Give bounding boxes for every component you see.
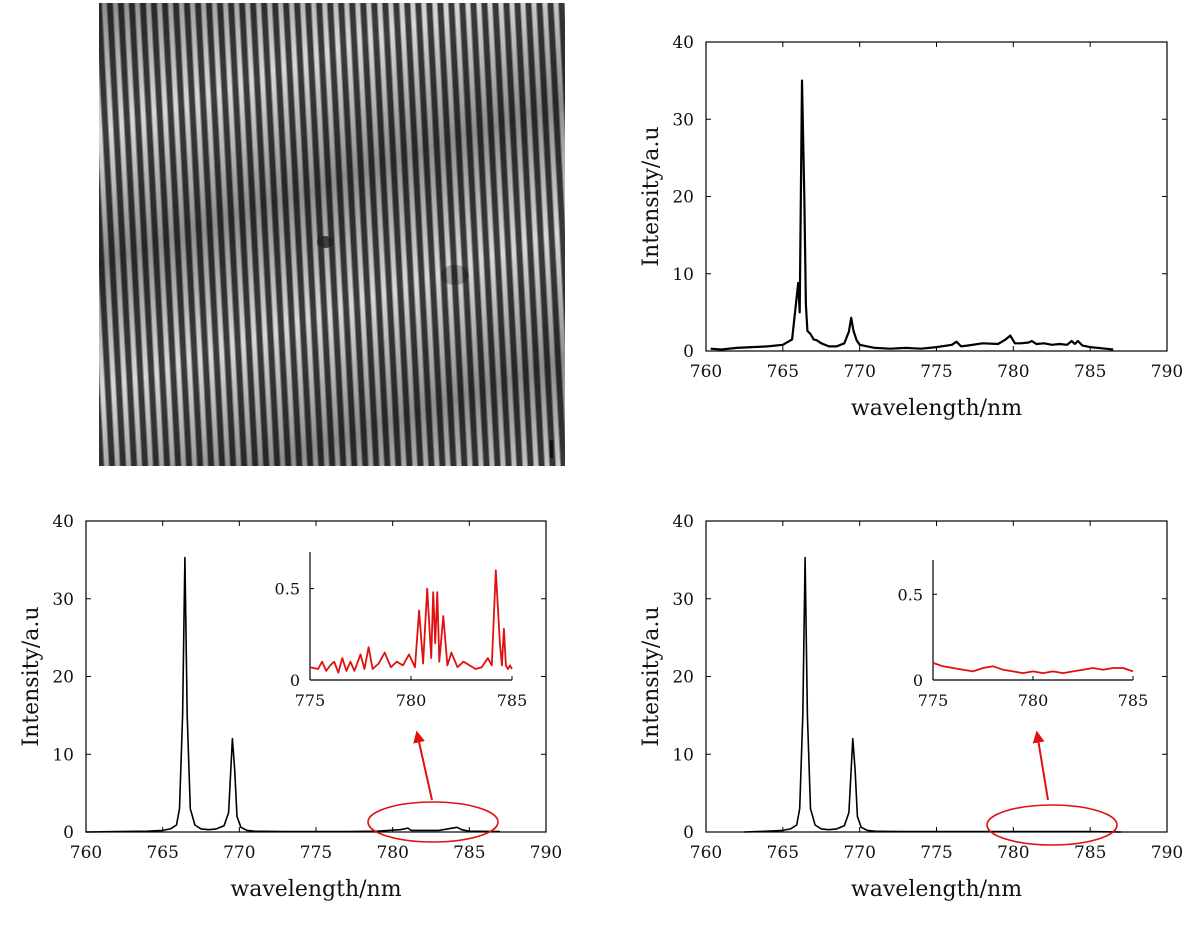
y-tick-label: 0 bbox=[683, 823, 694, 843]
chart-top-right: 760 765 770 775 780 785 790 0 10 20 30 40 wavelength… bbox=[639, 33, 1183, 421]
spectrum-line bbox=[710, 79, 1114, 351]
x-tick-label: 770 bbox=[843, 362, 875, 382]
inset-y-tick-label: 0.5 bbox=[275, 580, 300, 599]
x-tick-label: 760 bbox=[690, 362, 722, 382]
x-tick-label: 790 bbox=[1151, 843, 1183, 863]
x-tick-label: 780 bbox=[997, 843, 1029, 863]
spectrum-line bbox=[744, 556, 1121, 833]
plot-frame bbox=[85, 520, 547, 833]
inset-y-tick-label: 0 bbox=[290, 671, 300, 690]
inset-plot: 0 0.5 775 780 785 bbox=[898, 560, 1149, 710]
inset-x-tick-label: 780 bbox=[1018, 691, 1049, 710]
y-tick-label: 0 bbox=[683, 342, 694, 362]
annotation-arrow bbox=[413, 730, 433, 801]
chart-bottom-left: 760 765 770 775 780 785 790 0 10 20 30 40 wavelength… bbox=[19, 512, 562, 902]
inset-x-tick-label: 775 bbox=[295, 691, 326, 710]
y-tick-label: 30 bbox=[672, 110, 694, 130]
inset-spectrum-line bbox=[932, 662, 1134, 674]
inset-y-tick-label: 0.5 bbox=[898, 585, 923, 604]
y-axis-title: Intensity/a.u bbox=[639, 126, 664, 266]
x-tick-label: 780 bbox=[376, 843, 408, 863]
inset-x-tick-label: 785 bbox=[1118, 691, 1149, 710]
plot-frame bbox=[705, 41, 1168, 352]
y-tick-label: 20 bbox=[52, 668, 74, 688]
y-tick-label: 40 bbox=[52, 512, 74, 532]
inset-y-tick-label: 0 bbox=[913, 671, 923, 690]
inset-spectrum-line bbox=[309, 569, 513, 674]
inset-plot: 0 0.5 775 780 785 bbox=[275, 552, 528, 710]
y-tick-label: 40 bbox=[672, 33, 694, 53]
x-tick-label: 785 bbox=[453, 843, 485, 863]
x-tick-label: 775 bbox=[920, 362, 952, 382]
y-tick-label: 30 bbox=[52, 590, 74, 610]
y-tick-label: 0 bbox=[63, 823, 74, 843]
x-axis-title: wavelength/nm bbox=[851, 877, 1022, 902]
y-tick-label: 30 bbox=[672, 590, 694, 610]
x-tick-label: 770 bbox=[223, 843, 255, 863]
plot-frame bbox=[705, 520, 1168, 833]
spectrum-line bbox=[85, 556, 501, 833]
x-tick-label: 760 bbox=[690, 843, 722, 863]
x-axis-title: wavelength/nm bbox=[230, 877, 401, 902]
fringe-image bbox=[99, 3, 565, 466]
y-axis-title: Intensity/a.u bbox=[639, 606, 664, 746]
y-axis-title: Intensity/a.u bbox=[19, 606, 44, 746]
x-tick-label: 760 bbox=[70, 843, 102, 863]
inset-x-tick-label: 775 bbox=[918, 691, 949, 710]
x-tick-label: 765 bbox=[146, 843, 178, 863]
x-tick-label: 790 bbox=[530, 843, 562, 863]
y-tick-label: 20 bbox=[672, 668, 694, 688]
highlight-ellipse bbox=[986, 804, 1118, 846]
highlight-ellipse bbox=[367, 801, 499, 843]
inset-x-tick-label: 785 bbox=[497, 691, 528, 710]
inset-x-tick-label: 780 bbox=[396, 691, 427, 710]
chart-bottom-right: 760 765 770 775 780 785 790 0 10 20 30 40 wavelength… bbox=[639, 512, 1183, 902]
y-tick-label: 10 bbox=[672, 745, 694, 765]
y-tick-label: 10 bbox=[52, 745, 74, 765]
x-tick-label: 785 bbox=[1074, 843, 1106, 863]
x-axis-title: wavelength/nm bbox=[851, 396, 1022, 421]
x-tick-label: 775 bbox=[920, 843, 952, 863]
x-tick-label: 790 bbox=[1151, 362, 1183, 382]
y-tick-label: 10 bbox=[672, 265, 694, 285]
annotation-arrow bbox=[1032, 730, 1049, 801]
x-tick-label: 770 bbox=[843, 843, 875, 863]
y-tick-label: 40 bbox=[672, 512, 694, 532]
y-tick-label: 20 bbox=[672, 188, 694, 208]
x-tick-label: 775 bbox=[300, 843, 332, 863]
x-tick-label: 780 bbox=[997, 362, 1029, 382]
x-tick-label: 765 bbox=[767, 843, 799, 863]
x-tick-label: 765 bbox=[767, 362, 799, 382]
x-tick-label: 785 bbox=[1074, 362, 1106, 382]
